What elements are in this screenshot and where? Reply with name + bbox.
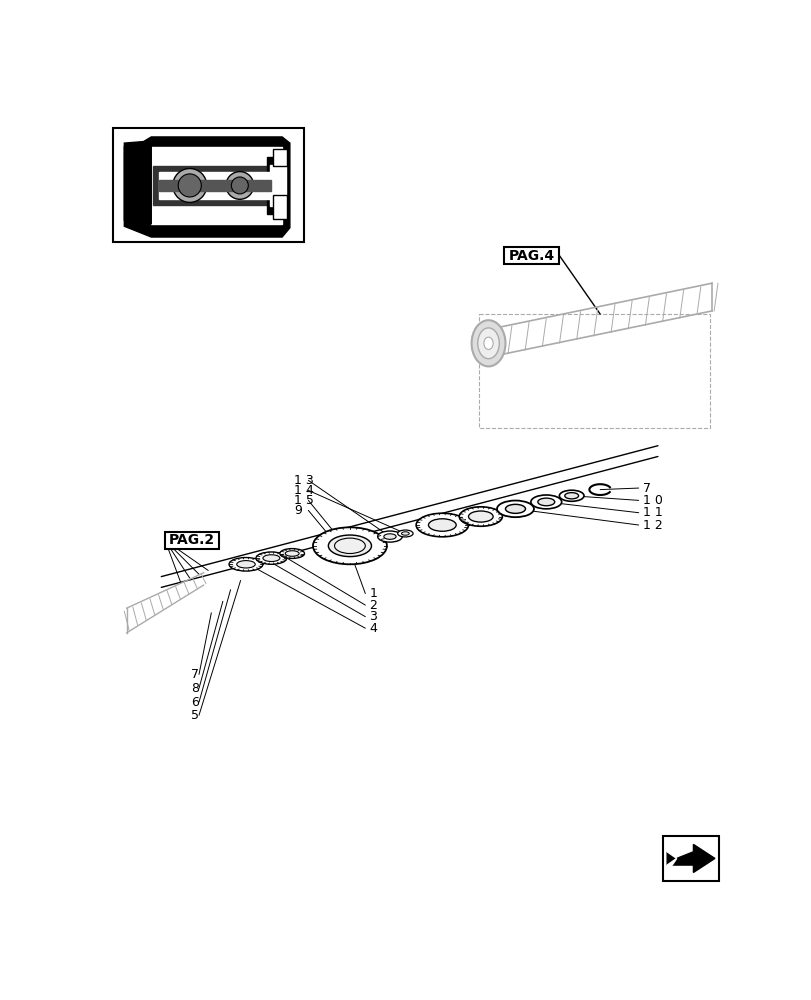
Polygon shape <box>269 165 285 206</box>
Text: 1 2: 1 2 <box>642 519 662 532</box>
Text: 2: 2 <box>369 599 376 612</box>
Circle shape <box>178 174 201 197</box>
Ellipse shape <box>280 549 304 558</box>
Text: 8: 8 <box>191 682 199 695</box>
Ellipse shape <box>483 337 492 349</box>
Bar <box>272 149 286 166</box>
Ellipse shape <box>401 532 409 535</box>
Ellipse shape <box>263 555 280 562</box>
Bar <box>478 314 710 428</box>
Bar <box>113 128 303 242</box>
Bar <box>504 247 559 264</box>
Ellipse shape <box>468 511 492 522</box>
Polygon shape <box>159 172 270 199</box>
Polygon shape <box>124 137 290 237</box>
Text: 1 4: 1 4 <box>294 484 314 497</box>
Text: 1 1: 1 1 <box>642 506 662 519</box>
Text: PAG.2: PAG.2 <box>169 533 215 547</box>
Polygon shape <box>159 180 270 191</box>
Ellipse shape <box>415 513 468 537</box>
Ellipse shape <box>471 320 504 366</box>
Ellipse shape <box>255 552 286 564</box>
Ellipse shape <box>328 535 371 557</box>
Ellipse shape <box>496 501 534 517</box>
Text: 7: 7 <box>191 668 199 681</box>
Text: 3: 3 <box>369 610 376 623</box>
Polygon shape <box>667 844 714 872</box>
Bar <box>165 532 219 549</box>
Ellipse shape <box>229 558 263 571</box>
Polygon shape <box>151 147 282 224</box>
Bar <box>272 195 286 219</box>
Text: 4: 4 <box>369 622 376 635</box>
Polygon shape <box>667 844 676 858</box>
Ellipse shape <box>312 527 386 564</box>
Ellipse shape <box>504 504 525 513</box>
Text: 1 0: 1 0 <box>642 494 662 507</box>
Text: 1: 1 <box>369 587 376 600</box>
Bar <box>663 836 718 881</box>
Text: 9: 9 <box>294 504 302 517</box>
Ellipse shape <box>564 493 578 499</box>
Text: 5: 5 <box>191 709 199 722</box>
Polygon shape <box>152 166 278 205</box>
Polygon shape <box>267 157 288 214</box>
Circle shape <box>231 177 248 194</box>
Ellipse shape <box>537 498 554 506</box>
Text: 6: 6 <box>191 696 199 709</box>
Ellipse shape <box>559 490 583 501</box>
Text: 7: 7 <box>642 482 650 495</box>
Ellipse shape <box>428 519 456 531</box>
Ellipse shape <box>285 551 298 556</box>
Polygon shape <box>667 858 676 872</box>
Ellipse shape <box>237 561 255 568</box>
Polygon shape <box>124 143 151 224</box>
Ellipse shape <box>530 495 561 509</box>
Ellipse shape <box>397 530 413 537</box>
Circle shape <box>173 169 207 202</box>
Text: PAG.4: PAG.4 <box>508 249 554 263</box>
Ellipse shape <box>377 531 401 542</box>
Ellipse shape <box>459 507 502 526</box>
Ellipse shape <box>384 534 396 539</box>
Circle shape <box>225 172 253 199</box>
Text: 1 5: 1 5 <box>294 494 314 507</box>
Text: 1 3: 1 3 <box>294 474 314 487</box>
Ellipse shape <box>477 328 499 359</box>
Ellipse shape <box>334 538 365 554</box>
